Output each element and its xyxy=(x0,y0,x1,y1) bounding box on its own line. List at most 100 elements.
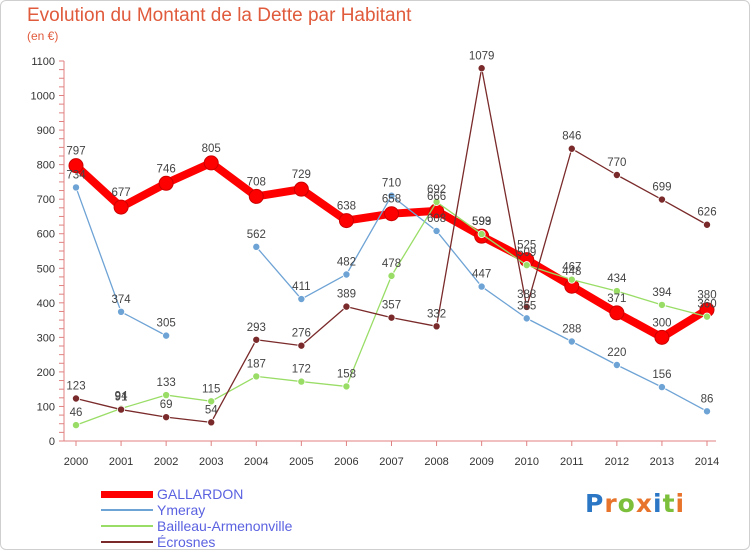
data-point xyxy=(158,175,174,191)
data-label: 394 xyxy=(652,287,672,299)
data-label: 332 xyxy=(427,308,446,320)
data-label: 360 xyxy=(697,299,716,311)
data-point xyxy=(207,418,216,427)
data-label: 158 xyxy=(337,368,356,380)
data-label: 123 xyxy=(66,381,85,393)
data-label: 411 xyxy=(292,281,310,293)
data-point xyxy=(477,230,486,239)
x-tick-label: 2004 xyxy=(244,456,268,468)
data-label: 54 xyxy=(205,404,218,416)
series-layer xyxy=(68,64,715,430)
y-tick-label: 100 xyxy=(37,401,55,413)
data-label: 746 xyxy=(157,163,176,175)
data-label: 1079 xyxy=(469,50,495,62)
x-tick-label: 2003 xyxy=(199,456,223,468)
data-label: 708 xyxy=(247,176,266,188)
logo-letter: i xyxy=(675,489,686,518)
data-label: 729 xyxy=(292,169,311,181)
legend-label: Écrosnes xyxy=(157,534,216,550)
data-point xyxy=(384,206,399,222)
logo-letter: t xyxy=(662,489,676,518)
logo-letter: x xyxy=(635,489,653,518)
y-tick-label: 0 xyxy=(49,436,55,448)
data-point xyxy=(72,183,81,192)
data-label: 478 xyxy=(382,258,401,270)
logo-letter: P xyxy=(585,489,605,518)
data-label: 846 xyxy=(562,131,581,143)
data-point xyxy=(654,329,670,345)
legend-swatch xyxy=(101,525,153,527)
data-label: 447 xyxy=(472,269,491,281)
x-tick-label: 2013 xyxy=(650,456,674,468)
legend-swatch xyxy=(101,541,153,543)
data-point xyxy=(612,287,621,296)
data-label: 374 xyxy=(111,294,131,306)
x-tick-label: 2006 xyxy=(334,456,358,468)
x-tick-label: 2008 xyxy=(424,456,448,468)
proxiti-logo: Proxiti xyxy=(585,489,685,518)
data-label: 380 xyxy=(697,290,716,302)
x-tick-label: 2014 xyxy=(695,456,719,468)
data-point xyxy=(567,144,576,153)
y-tick-label: 200 xyxy=(37,367,55,379)
logo-letter: r xyxy=(604,489,618,518)
data-point xyxy=(657,383,666,392)
x-tick-label: 2009 xyxy=(469,456,493,468)
data-label: 677 xyxy=(111,187,130,199)
data-label: 86 xyxy=(701,393,714,405)
x-tick-label: 2005 xyxy=(289,456,313,468)
y-tick-label: 700 xyxy=(37,194,55,206)
data-label: 525 xyxy=(517,240,536,252)
data-point xyxy=(297,377,306,386)
data-label: 389 xyxy=(337,289,356,301)
series-bailleau-armenonville xyxy=(72,197,712,430)
data-label: 734 xyxy=(66,169,86,181)
data-label: 388 xyxy=(517,289,536,301)
data-point xyxy=(113,199,129,215)
data-label: 220 xyxy=(607,347,626,359)
x-tick-label: 2002 xyxy=(154,456,178,468)
data-point xyxy=(162,413,171,422)
data-point xyxy=(72,421,81,430)
series-ymeray xyxy=(72,183,712,416)
data-label: 434 xyxy=(607,273,627,285)
data-point xyxy=(117,307,126,316)
x-tick-label: 2012 xyxy=(605,456,629,468)
data-point xyxy=(432,197,441,206)
data-point xyxy=(387,191,396,200)
data-label: 357 xyxy=(382,300,401,312)
data-point xyxy=(432,226,441,235)
data-label: 805 xyxy=(202,143,221,155)
data-point xyxy=(387,271,396,280)
data-point xyxy=(567,337,576,346)
legend-label: Ymeray xyxy=(157,502,206,518)
data-point xyxy=(703,220,712,229)
data-label: 305 xyxy=(157,318,176,330)
x-tick-label: 2001 xyxy=(109,456,133,468)
data-label: 562 xyxy=(247,229,266,241)
data-label: 46 xyxy=(70,407,83,419)
legend-swatch xyxy=(101,509,153,511)
data-point xyxy=(657,300,666,309)
data-label: 293 xyxy=(247,322,266,334)
data-label: 94 xyxy=(115,391,128,403)
data-point xyxy=(477,64,486,73)
x-tick-label: 2000 xyxy=(64,456,88,468)
series-line xyxy=(75,67,708,423)
data-point xyxy=(612,360,621,369)
data-label: 593 xyxy=(472,216,491,228)
data-label: 699 xyxy=(652,182,671,194)
series-gallardon xyxy=(68,155,715,345)
x-tick-label: 2010 xyxy=(514,456,538,468)
data-point xyxy=(477,282,486,291)
y-tick-label: 1000 xyxy=(31,91,55,103)
data-point xyxy=(297,295,306,304)
data-label: 509 xyxy=(517,247,536,259)
legend: GALLARDON Ymeray Bailleau-Armenonville Écro… xyxy=(101,486,421,550)
data-point xyxy=(342,382,351,391)
data-label: 300 xyxy=(652,317,671,329)
data-label: 658 xyxy=(382,194,401,206)
data-label: 115 xyxy=(202,383,220,395)
chart-subtitle: (en €) xyxy=(27,29,59,43)
